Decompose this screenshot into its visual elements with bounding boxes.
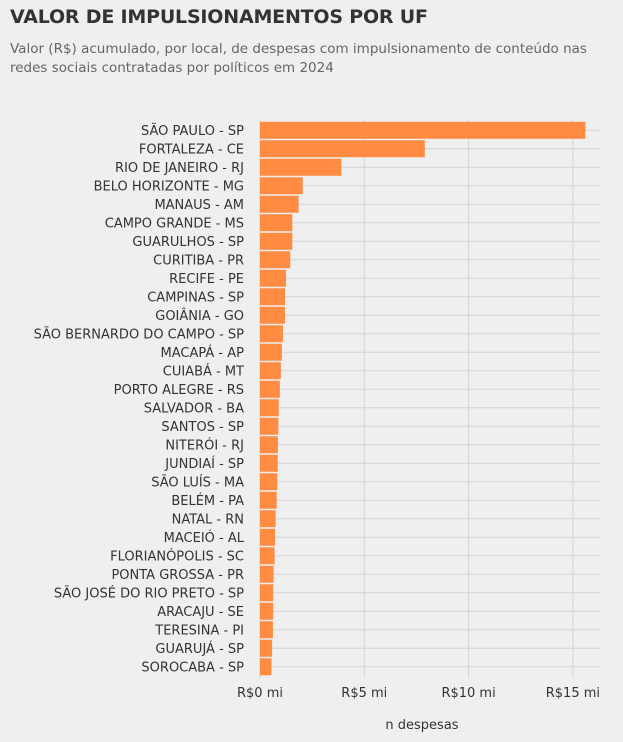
bar — [260, 621, 273, 639]
bar — [260, 251, 291, 269]
x-tick-label: R$10 mi — [441, 686, 495, 701]
x-axis-ticks: R$0 mi R$5 mi R$10 mi R$15 mi — [237, 686, 600, 701]
category-label: PORTO ALEGRE - RS — [114, 383, 244, 398]
bars-layer — [260, 121, 586, 676]
bar — [260, 158, 342, 176]
bar — [260, 417, 279, 435]
bar — [260, 491, 277, 509]
category-label: CAMPO GRANDE - MS — [105, 216, 244, 231]
category-label: FLORIANÓPOLIS - SC — [110, 548, 244, 564]
bar — [260, 602, 274, 620]
bar — [260, 177, 303, 195]
bar — [260, 140, 425, 158]
category-label: ARACAJU - SE — [157, 605, 244, 620]
category-label: SÃO LUÍS - MA — [151, 474, 244, 490]
category-label: SÃO JOSÉ DO RIO PRETO - SP — [54, 585, 244, 601]
bar — [260, 362, 281, 380]
bar — [260, 288, 286, 306]
bar — [260, 399, 279, 417]
bar — [260, 306, 286, 324]
category-label: SÃO BERNARDO DO CAMPO - SP — [34, 326, 245, 342]
chart-title: VALOR DE IMPULSIONAMENTOS POR UF — [10, 6, 428, 28]
category-label: PONTA GROSSA - PR — [111, 568, 244, 583]
category-label: RIO DE JANEIRO - RJ — [115, 161, 244, 176]
bar — [260, 343, 282, 361]
bar — [260, 325, 283, 343]
bar — [260, 565, 274, 583]
category-label: GUARUJÁ - SP — [155, 641, 244, 657]
category-label: GUARULHOS - SP — [132, 235, 244, 250]
category-label: RECIFE - PE — [169, 272, 244, 287]
bar — [260, 380, 280, 398]
category-label: NATAL - RN — [172, 512, 244, 527]
chart-subtitle: Valor (R$) acumulado, por local, de desp… — [10, 41, 587, 76]
bar — [260, 658, 272, 676]
category-label: MANAUS - AM — [154, 198, 244, 213]
category-label: GOIÂNIA - GO — [155, 308, 244, 324]
category-labels: SÃO PAULO - SP FORTALEZA - CE RIO DE JANEI… — [34, 123, 245, 676]
category-label: SOROCABA - SP — [141, 660, 244, 675]
x-tick-label: R$15 mi — [546, 686, 600, 701]
bar — [260, 547, 275, 565]
bar — [260, 269, 287, 287]
category-label: SALVADOR - BA — [144, 401, 244, 416]
category-label: CURITIBA - PR — [153, 253, 244, 268]
bar — [260, 436, 278, 454]
bar — [260, 510, 276, 528]
bar — [260, 195, 299, 213]
x-axis-label: n despesas — [385, 718, 458, 733]
category-label: SANTOS - SP — [161, 420, 244, 435]
category-label: JUNDIAÍ - SP — [164, 456, 244, 472]
grid-layer — [259, 119, 600, 678]
x-tick-label: R$0 mi — [237, 686, 283, 701]
category-label: MACAPÁ - AP — [161, 345, 245, 361]
category-label: MACEIÓ - AL — [164, 530, 245, 546]
category-label: CUIABÁ - MT — [163, 363, 244, 379]
bar — [260, 584, 274, 602]
bar — [260, 232, 293, 250]
bar — [260, 454, 278, 472]
bar — [260, 473, 278, 491]
bar — [260, 639, 273, 657]
category-label: FORTALEZA - CE — [139, 142, 244, 157]
bar — [260, 121, 586, 139]
bar — [260, 528, 276, 546]
category-label: TERESINA - PI — [154, 623, 244, 638]
x-tick-label: R$5 mi — [341, 686, 387, 701]
category-label: CAMPINAS - SP — [147, 290, 244, 305]
bar — [260, 214, 293, 232]
category-label: SÃO PAULO - SP — [141, 123, 244, 139]
category-label: BELÉM - PA — [171, 493, 244, 509]
category-label: BELO HORIZONTE - MG — [94, 179, 244, 194]
category-label: NITERÓI - RJ — [165, 437, 244, 453]
